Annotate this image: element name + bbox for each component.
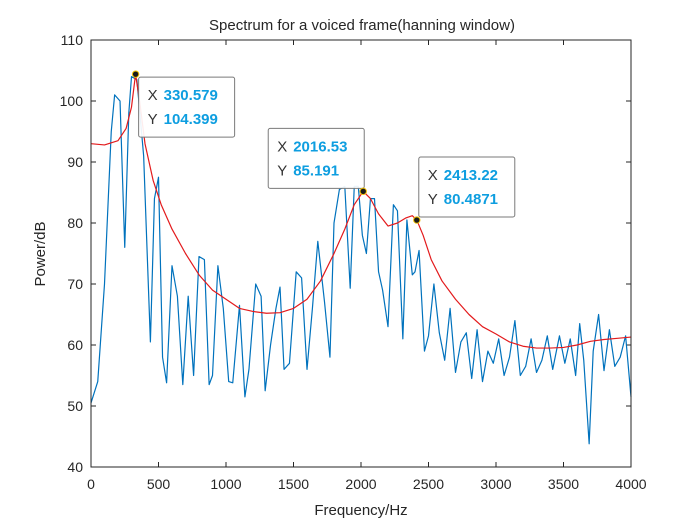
datatip-x-key: X xyxy=(428,167,438,184)
datatips-layer: X 330.579 Y 104.399 X 2016.53 Y 85.191 X 2413.22 Y… xyxy=(131,70,516,224)
y-tick-label: 40 xyxy=(67,459,83,475)
x-tick-label: 0 xyxy=(87,476,95,492)
datatip-y-key: Y xyxy=(277,162,287,179)
y-tick-label: 100 xyxy=(60,93,84,109)
chart-title: Spectrum for a voiced frame(hanning wind… xyxy=(209,17,515,34)
datatip-marker xyxy=(359,187,367,196)
datatip[interactable]: X 2413.22 Y 80.4871 xyxy=(413,156,516,224)
y-tick-label: 80 xyxy=(67,215,83,231)
x-tick-label: 4000 xyxy=(615,476,646,492)
x-tick-label: 2500 xyxy=(413,476,444,492)
y-axis-label: Power/dB xyxy=(32,221,49,286)
envelope-line xyxy=(90,73,632,349)
datatip-marker xyxy=(413,216,421,224)
datatip-y-value: 80.4871 xyxy=(444,191,498,208)
datatip-marker xyxy=(131,70,140,78)
datatip-y-value: 104.399 xyxy=(164,111,218,128)
datatip-y-key: Y xyxy=(428,191,438,208)
datatip-x-key: X xyxy=(277,138,287,155)
datatip-box xyxy=(267,127,365,189)
spectrum-line xyxy=(90,75,632,445)
datatip[interactable]: X 330.579 Y 104.399 xyxy=(131,70,236,138)
datatip-x-value: 330.579 xyxy=(164,87,218,104)
x-tick-label: 500 xyxy=(147,476,171,492)
datatip-x-value: 2413.22 xyxy=(444,167,498,184)
y-tick-label: 70 xyxy=(67,276,83,292)
datatip-y-key: Y xyxy=(148,111,158,128)
x-tick-label: 1000 xyxy=(210,476,241,492)
plot-box xyxy=(90,39,632,468)
x-tick-label: 3000 xyxy=(480,476,511,492)
y-tick-label: 90 xyxy=(67,154,83,170)
x-tick-label: 3500 xyxy=(548,476,579,492)
datatip-x-key: X xyxy=(148,87,158,104)
series-layer xyxy=(90,73,632,445)
x-tick-label: 1500 xyxy=(278,476,309,492)
datatip-y-value: 85.191 xyxy=(293,162,339,179)
datatip-x-value: 2016.53 xyxy=(293,138,347,155)
axis-ticks: 0 500 1000 1500 2000 2500 3000 3500 4000 40 50 60 70… xyxy=(60,32,647,492)
y-tick-label: 50 xyxy=(67,398,83,414)
y-tick-label: 110 xyxy=(61,32,84,48)
datatip[interactable]: X 2016.53 Y 85.191 xyxy=(267,127,367,196)
datatip-box xyxy=(138,76,236,138)
x-axis-label: Frequency/Hz xyxy=(314,502,407,519)
datatip-box xyxy=(418,156,516,218)
x-tick-label: 2000 xyxy=(345,476,376,492)
y-tick-label: 60 xyxy=(67,337,83,353)
